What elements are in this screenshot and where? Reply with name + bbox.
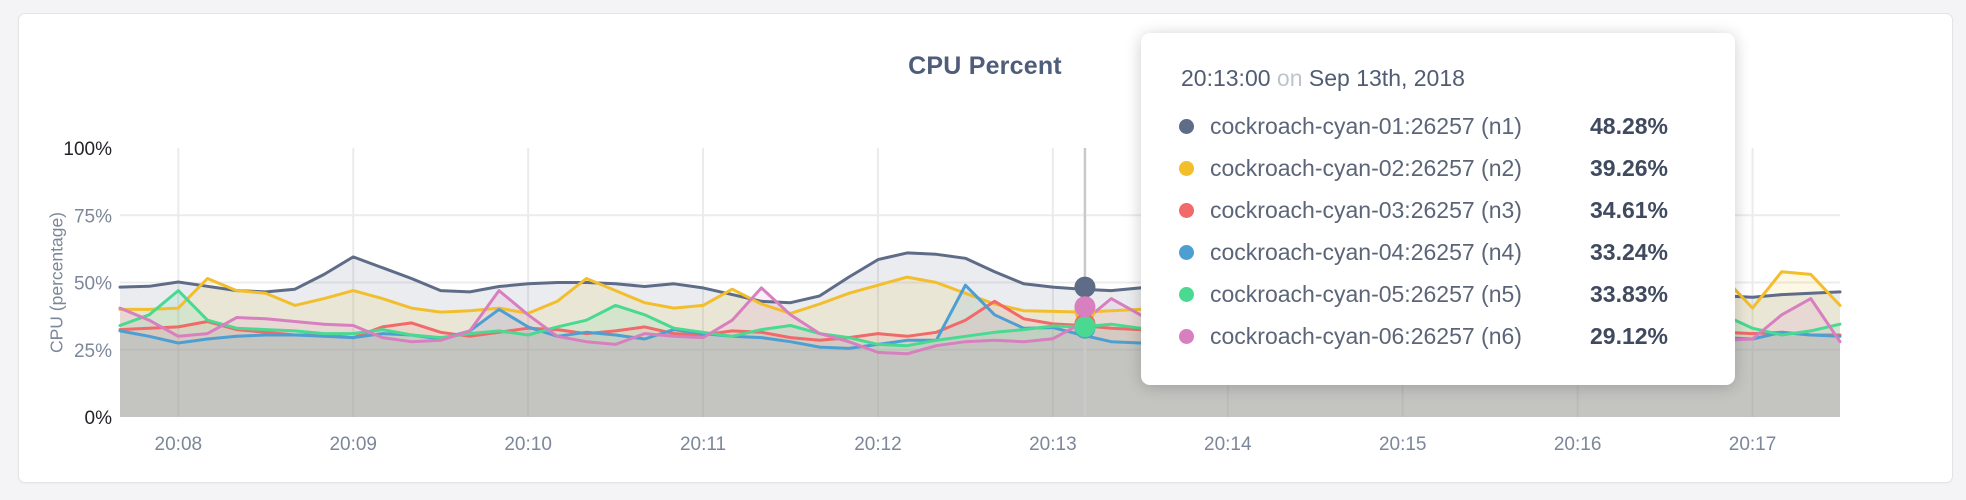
- x-tick-label: 20:16: [1554, 434, 1602, 455]
- x-tick-label: 20:13: [1029, 434, 1077, 455]
- series-color-dot-icon: [1179, 118, 1194, 134]
- tooltip-series-label: cockroach-cyan-05:26257 (n5): [1210, 280, 1522, 307]
- tooltip-row: cockroach-cyan-03:26257 (n3) 34.61%: [1179, 189, 1707, 231]
- tooltip-row: cockroach-cyan-06:26257 (n6) 29.12%: [1179, 315, 1707, 357]
- hover-tooltip: 20:13:00 on Sep 13th, 2018 cockroach-cya…: [1141, 33, 1735, 385]
- chart-title: CPU Percent: [908, 52, 1062, 80]
- x-tick-label: 20:14: [1204, 434, 1252, 455]
- x-tick-label: 20:12: [854, 434, 902, 455]
- y-tick-label: 75%: [74, 206, 112, 227]
- tooltip-series-value: 33.83%: [1590, 280, 1669, 307]
- series-color-dot-icon: [1179, 244, 1194, 260]
- tooltip-time: 20:13:00: [1181, 65, 1271, 91]
- x-tick-label: 20:08: [155, 434, 203, 455]
- x-tick-label: 20:10: [504, 434, 552, 455]
- series-color-dot-icon: [1179, 202, 1194, 218]
- tooltip-series-value: 39.26%: [1590, 154, 1669, 181]
- series-area: [120, 290, 1840, 417]
- hover-point-dot: [1074, 316, 1096, 338]
- y-tick-label: 100%: [63, 139, 112, 160]
- tooltip-row: cockroach-cyan-02:26257 (n2) 39.26%: [1179, 147, 1707, 189]
- tooltip-series-label: cockroach-cyan-03:26257 (n3): [1210, 196, 1522, 223]
- tooltip-row: cockroach-cyan-05:26257 (n5) 33.83%: [1179, 273, 1707, 315]
- tooltip-rows: cockroach-cyan-01:26257 (n1) 48.28% cockro…: [1179, 105, 1707, 357]
- tooltip-row: cockroach-cyan-01:26257 (n1) 48.28%: [1179, 105, 1707, 147]
- series-color-dot-icon: [1179, 160, 1194, 176]
- hover-point-dot: [1074, 296, 1096, 318]
- y-tick-label: 50%: [74, 274, 112, 295]
- tooltip-series-label: cockroach-cyan-06:26257 (n6): [1210, 322, 1522, 349]
- x-tick-label: 20:11: [680, 434, 726, 455]
- x-tick-label: 20:15: [1379, 434, 1427, 455]
- series-color-dot-icon: [1179, 328, 1194, 344]
- y-tick-label: 0%: [85, 408, 113, 429]
- series-color-dot-icon: [1179, 286, 1194, 302]
- tooltip-series-label: cockroach-cyan-04:26257 (n4): [1210, 238, 1522, 265]
- y-tick-label: 25%: [74, 341, 112, 362]
- tooltip-series-value: 33.24%: [1590, 238, 1669, 265]
- x-tick-label: 20:17: [1729, 434, 1777, 455]
- tooltip-date: Sep 13th, 2018: [1308, 65, 1465, 91]
- tooltip-header: 20:13:00 on Sep 13th, 2018: [1179, 63, 1707, 93]
- tooltip-series-value: 34.61%: [1590, 196, 1669, 223]
- tooltip-row: cockroach-cyan-04:26257 (n4) 33.24%: [1179, 231, 1707, 273]
- hover-point-dot: [1074, 276, 1096, 298]
- tooltip-series-value: 48.28%: [1590, 112, 1669, 139]
- tooltip-series-label: cockroach-cyan-02:26257 (n2): [1210, 154, 1522, 181]
- tooltip-series-label: cockroach-cyan-01:26257 (n1): [1210, 112, 1522, 139]
- x-tick-label: 20:09: [329, 434, 377, 455]
- tooltip-connector: on: [1276, 65, 1303, 91]
- tooltip-series-value: 29.12%: [1590, 322, 1669, 349]
